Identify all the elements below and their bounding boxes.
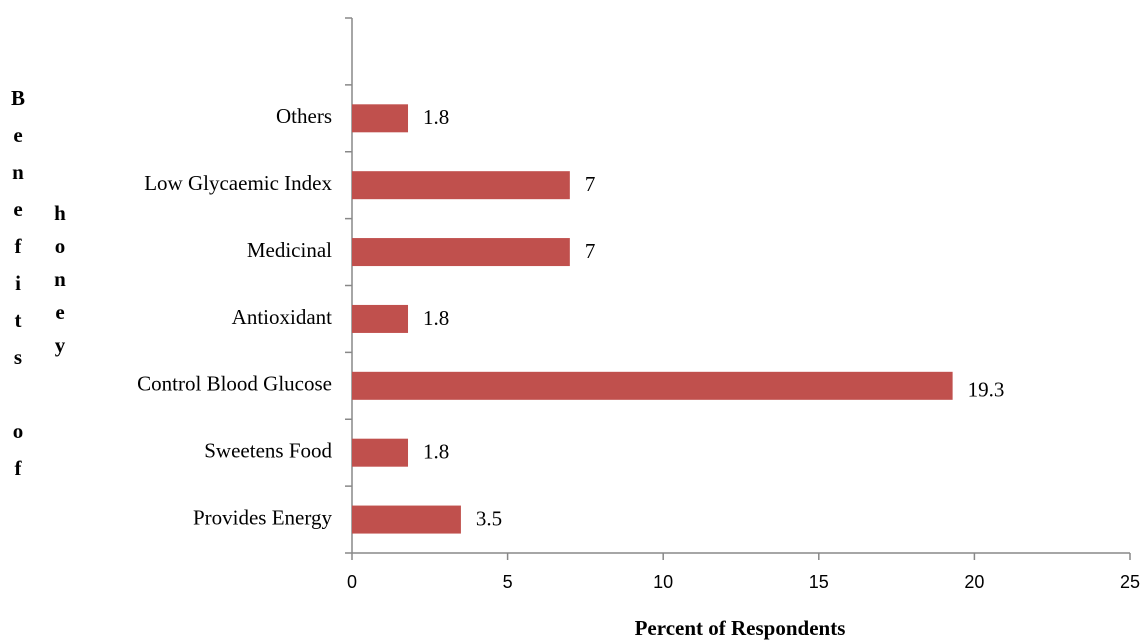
value-label: 1.8 bbox=[423, 105, 449, 129]
x-tick-label: 0 bbox=[347, 572, 357, 592]
bar bbox=[352, 171, 570, 200]
value-label: 1.8 bbox=[423, 440, 449, 464]
y-tick-label: Antioxidant bbox=[232, 305, 332, 329]
bar bbox=[352, 505, 461, 534]
value-label: 7 bbox=[585, 239, 596, 263]
value-label: 3.5 bbox=[476, 506, 502, 530]
bar bbox=[352, 104, 409, 133]
x-axis-label: Percent of Respondents bbox=[635, 616, 846, 640]
x-tick-label: 10 bbox=[653, 572, 673, 592]
bar bbox=[352, 438, 409, 467]
value-label: 19.3 bbox=[968, 378, 1005, 402]
value-label: 1.8 bbox=[423, 306, 449, 330]
x-tick-label: 25 bbox=[1120, 572, 1140, 592]
bar bbox=[352, 371, 953, 400]
y-tick-label: Medicinal bbox=[247, 238, 332, 262]
bar bbox=[352, 238, 570, 267]
x-tick-label: 20 bbox=[964, 572, 984, 592]
bar bbox=[352, 304, 409, 333]
value-label: 7 bbox=[585, 172, 596, 196]
y-tick-label: Control Blood Glucose bbox=[137, 372, 332, 396]
y-tick-label: Sweetens Food bbox=[204, 439, 332, 463]
y-tick-label: Provides Energy bbox=[193, 505, 333, 529]
y-tick-label: Others bbox=[276, 104, 332, 128]
x-tick-label: 5 bbox=[503, 572, 513, 592]
y-tick-label: Low Glycaemic Index bbox=[144, 171, 332, 195]
x-tick-label: 15 bbox=[809, 572, 829, 592]
